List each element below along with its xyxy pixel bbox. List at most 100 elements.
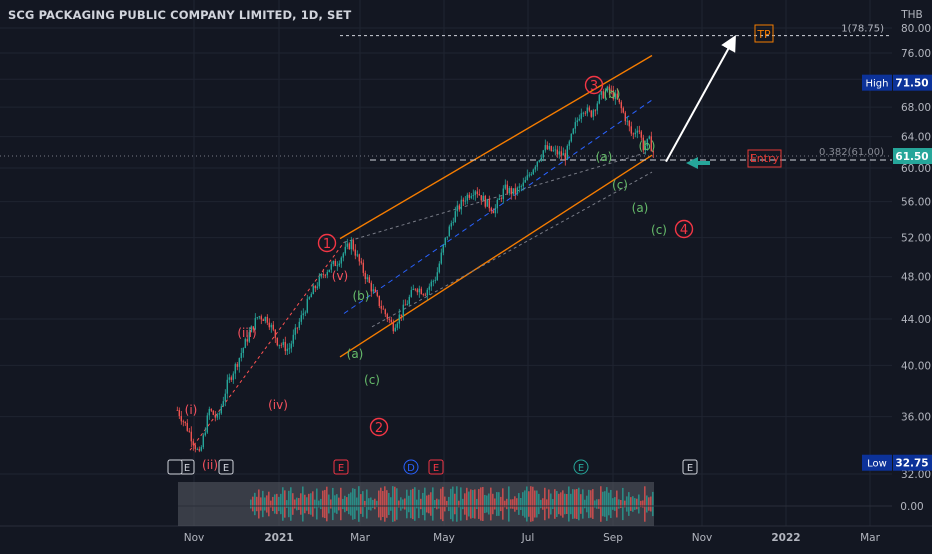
indicator-bar — [626, 496, 628, 512]
event-badge: E — [333, 459, 349, 475]
indicator-bar — [606, 487, 608, 521]
candle-body — [230, 377, 232, 380]
indicator-bar — [396, 488, 398, 520]
indicator-bar — [452, 486, 454, 522]
candle-body — [430, 281, 432, 287]
indicator-bar — [496, 492, 498, 516]
indicator-bar — [482, 486, 484, 522]
candle-body — [284, 341, 286, 352]
indicator-bar — [260, 497, 262, 511]
indicator-bar — [428, 494, 430, 514]
indicator-tick-label: 0.00 — [900, 501, 923, 513]
indicator-bar — [636, 498, 638, 510]
candle-body — [428, 286, 430, 290]
indicator-bar — [384, 486, 386, 522]
indicator-bar — [432, 487, 434, 521]
candle-body — [436, 272, 438, 281]
indicator-bar — [620, 500, 622, 508]
indicator-bar — [282, 487, 284, 521]
candle-body — [486, 198, 488, 207]
candle-body — [260, 316, 262, 320]
event-badge-shape — [428, 459, 444, 475]
candle-body — [454, 211, 456, 223]
indicator-bar — [306, 497, 308, 511]
indicator-bar — [468, 491, 470, 517]
indicator-bar — [522, 492, 524, 516]
indicator-bar — [610, 489, 612, 519]
indicator-bar — [344, 495, 346, 513]
indicator-bar — [544, 487, 546, 521]
y-tick-label: 80.00 — [901, 23, 931, 35]
candle-body — [464, 200, 466, 202]
candle-body — [248, 332, 250, 342]
indicator-bar — [380, 487, 382, 521]
indicator-bar — [598, 499, 600, 509]
candle-body — [552, 150, 554, 152]
candle-body — [478, 194, 480, 196]
wave-connector — [371, 171, 653, 328]
candle-body — [194, 445, 196, 450]
candle-body — [218, 413, 220, 415]
indicator-bar — [312, 491, 314, 517]
candle-body — [204, 432, 206, 436]
candle-body — [598, 94, 600, 104]
candle-body — [568, 141, 570, 146]
candle-body — [502, 188, 504, 200]
candle-body — [242, 348, 244, 353]
candle-body — [342, 253, 344, 258]
candle-body — [364, 272, 366, 280]
indicator-bar — [308, 493, 310, 515]
indicator-bar — [542, 498, 544, 510]
tp-box — [754, 24, 774, 43]
indicator-bar — [274, 494, 276, 514]
indicator-bar — [564, 493, 566, 515]
candle-body — [574, 122, 576, 129]
indicator-bar — [596, 499, 598, 509]
indicator-bar — [476, 498, 478, 510]
tp-label: TP — [756, 28, 771, 41]
indicator-bar — [602, 491, 604, 517]
indicator-bar — [336, 494, 338, 514]
indicator-bar — [450, 488, 452, 520]
candle-body — [620, 102, 622, 109]
x-tick-label: Nov — [692, 532, 713, 544]
wave-number: 2 — [375, 421, 383, 436]
wave-number: 4 — [680, 223, 688, 238]
candle-body — [460, 199, 462, 210]
indicator-bar — [272, 496, 274, 512]
candle-body — [350, 240, 352, 250]
candle-body — [630, 126, 632, 134]
tag-value-text: 71.50 — [895, 78, 928, 90]
indicator-bar — [628, 492, 630, 516]
candle-body — [212, 410, 214, 415]
candle-body — [462, 199, 464, 202]
candle-body — [410, 290, 412, 297]
candle-body — [322, 274, 324, 275]
candle-body — [632, 133, 634, 135]
indicator-bar — [326, 486, 328, 522]
candle-body — [482, 195, 484, 201]
candle-body — [520, 186, 522, 187]
candle-body — [600, 91, 602, 95]
indicator-bar — [546, 499, 548, 509]
indicator-bar — [414, 487, 416, 521]
low-price-tag: Low 32.75 — [862, 454, 932, 471]
candle-body — [328, 269, 330, 273]
candle-body — [228, 377, 230, 380]
candle-body — [390, 319, 392, 323]
candle-body — [426, 289, 428, 296]
candle-body — [356, 254, 358, 256]
indicator-bar — [352, 488, 354, 520]
candle-body — [642, 137, 644, 151]
indicator-bar — [634, 498, 636, 510]
wave-label-minor: (iii) — [237, 326, 256, 340]
wave-connector — [343, 151, 649, 243]
indicator-bar — [408, 495, 410, 513]
indicator-bar — [368, 498, 370, 510]
candle-body — [570, 133, 572, 142]
x-tick-label: 2022 — [771, 532, 800, 544]
indicator-bar — [540, 499, 542, 509]
indicator-bar — [588, 489, 590, 519]
indicator-bar — [592, 489, 594, 519]
